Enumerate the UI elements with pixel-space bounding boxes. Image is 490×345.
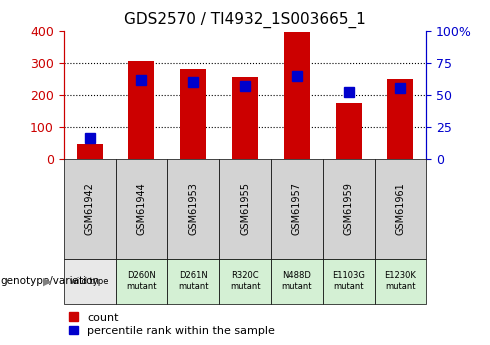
Bar — [336, 103, 362, 159]
Bar — [284, 32, 310, 159]
Text: N488D
mutant: N488D mutant — [282, 272, 312, 291]
Text: ▶: ▶ — [43, 276, 51, 286]
Text: GSM61944: GSM61944 — [136, 183, 147, 235]
Bar — [128, 61, 154, 159]
Text: GSM61957: GSM61957 — [292, 182, 302, 235]
Text: GSM61955: GSM61955 — [240, 182, 250, 235]
Bar — [76, 144, 102, 159]
Bar — [388, 79, 414, 159]
Text: D260N
mutant: D260N mutant — [126, 272, 157, 291]
Title: GDS2570 / TI4932_1S003665_1: GDS2570 / TI4932_1S003665_1 — [124, 12, 366, 28]
Text: wild type: wild type — [71, 277, 109, 286]
Text: D261N
mutant: D261N mutant — [178, 272, 208, 291]
Text: GSM61961: GSM61961 — [395, 183, 405, 235]
Text: GSM61959: GSM61959 — [343, 182, 354, 235]
Text: GSM61942: GSM61942 — [85, 182, 95, 235]
Text: R320C
mutant: R320C mutant — [230, 272, 260, 291]
Text: E1230K
mutant: E1230K mutant — [385, 272, 416, 291]
Bar — [180, 69, 206, 159]
Text: E1103G
mutant: E1103G mutant — [332, 272, 365, 291]
Text: GSM61953: GSM61953 — [188, 182, 198, 235]
Bar — [232, 77, 258, 159]
Legend: count, percentile rank within the sample: count, percentile rank within the sample — [69, 313, 275, 336]
Text: genotype/variation: genotype/variation — [0, 276, 99, 286]
